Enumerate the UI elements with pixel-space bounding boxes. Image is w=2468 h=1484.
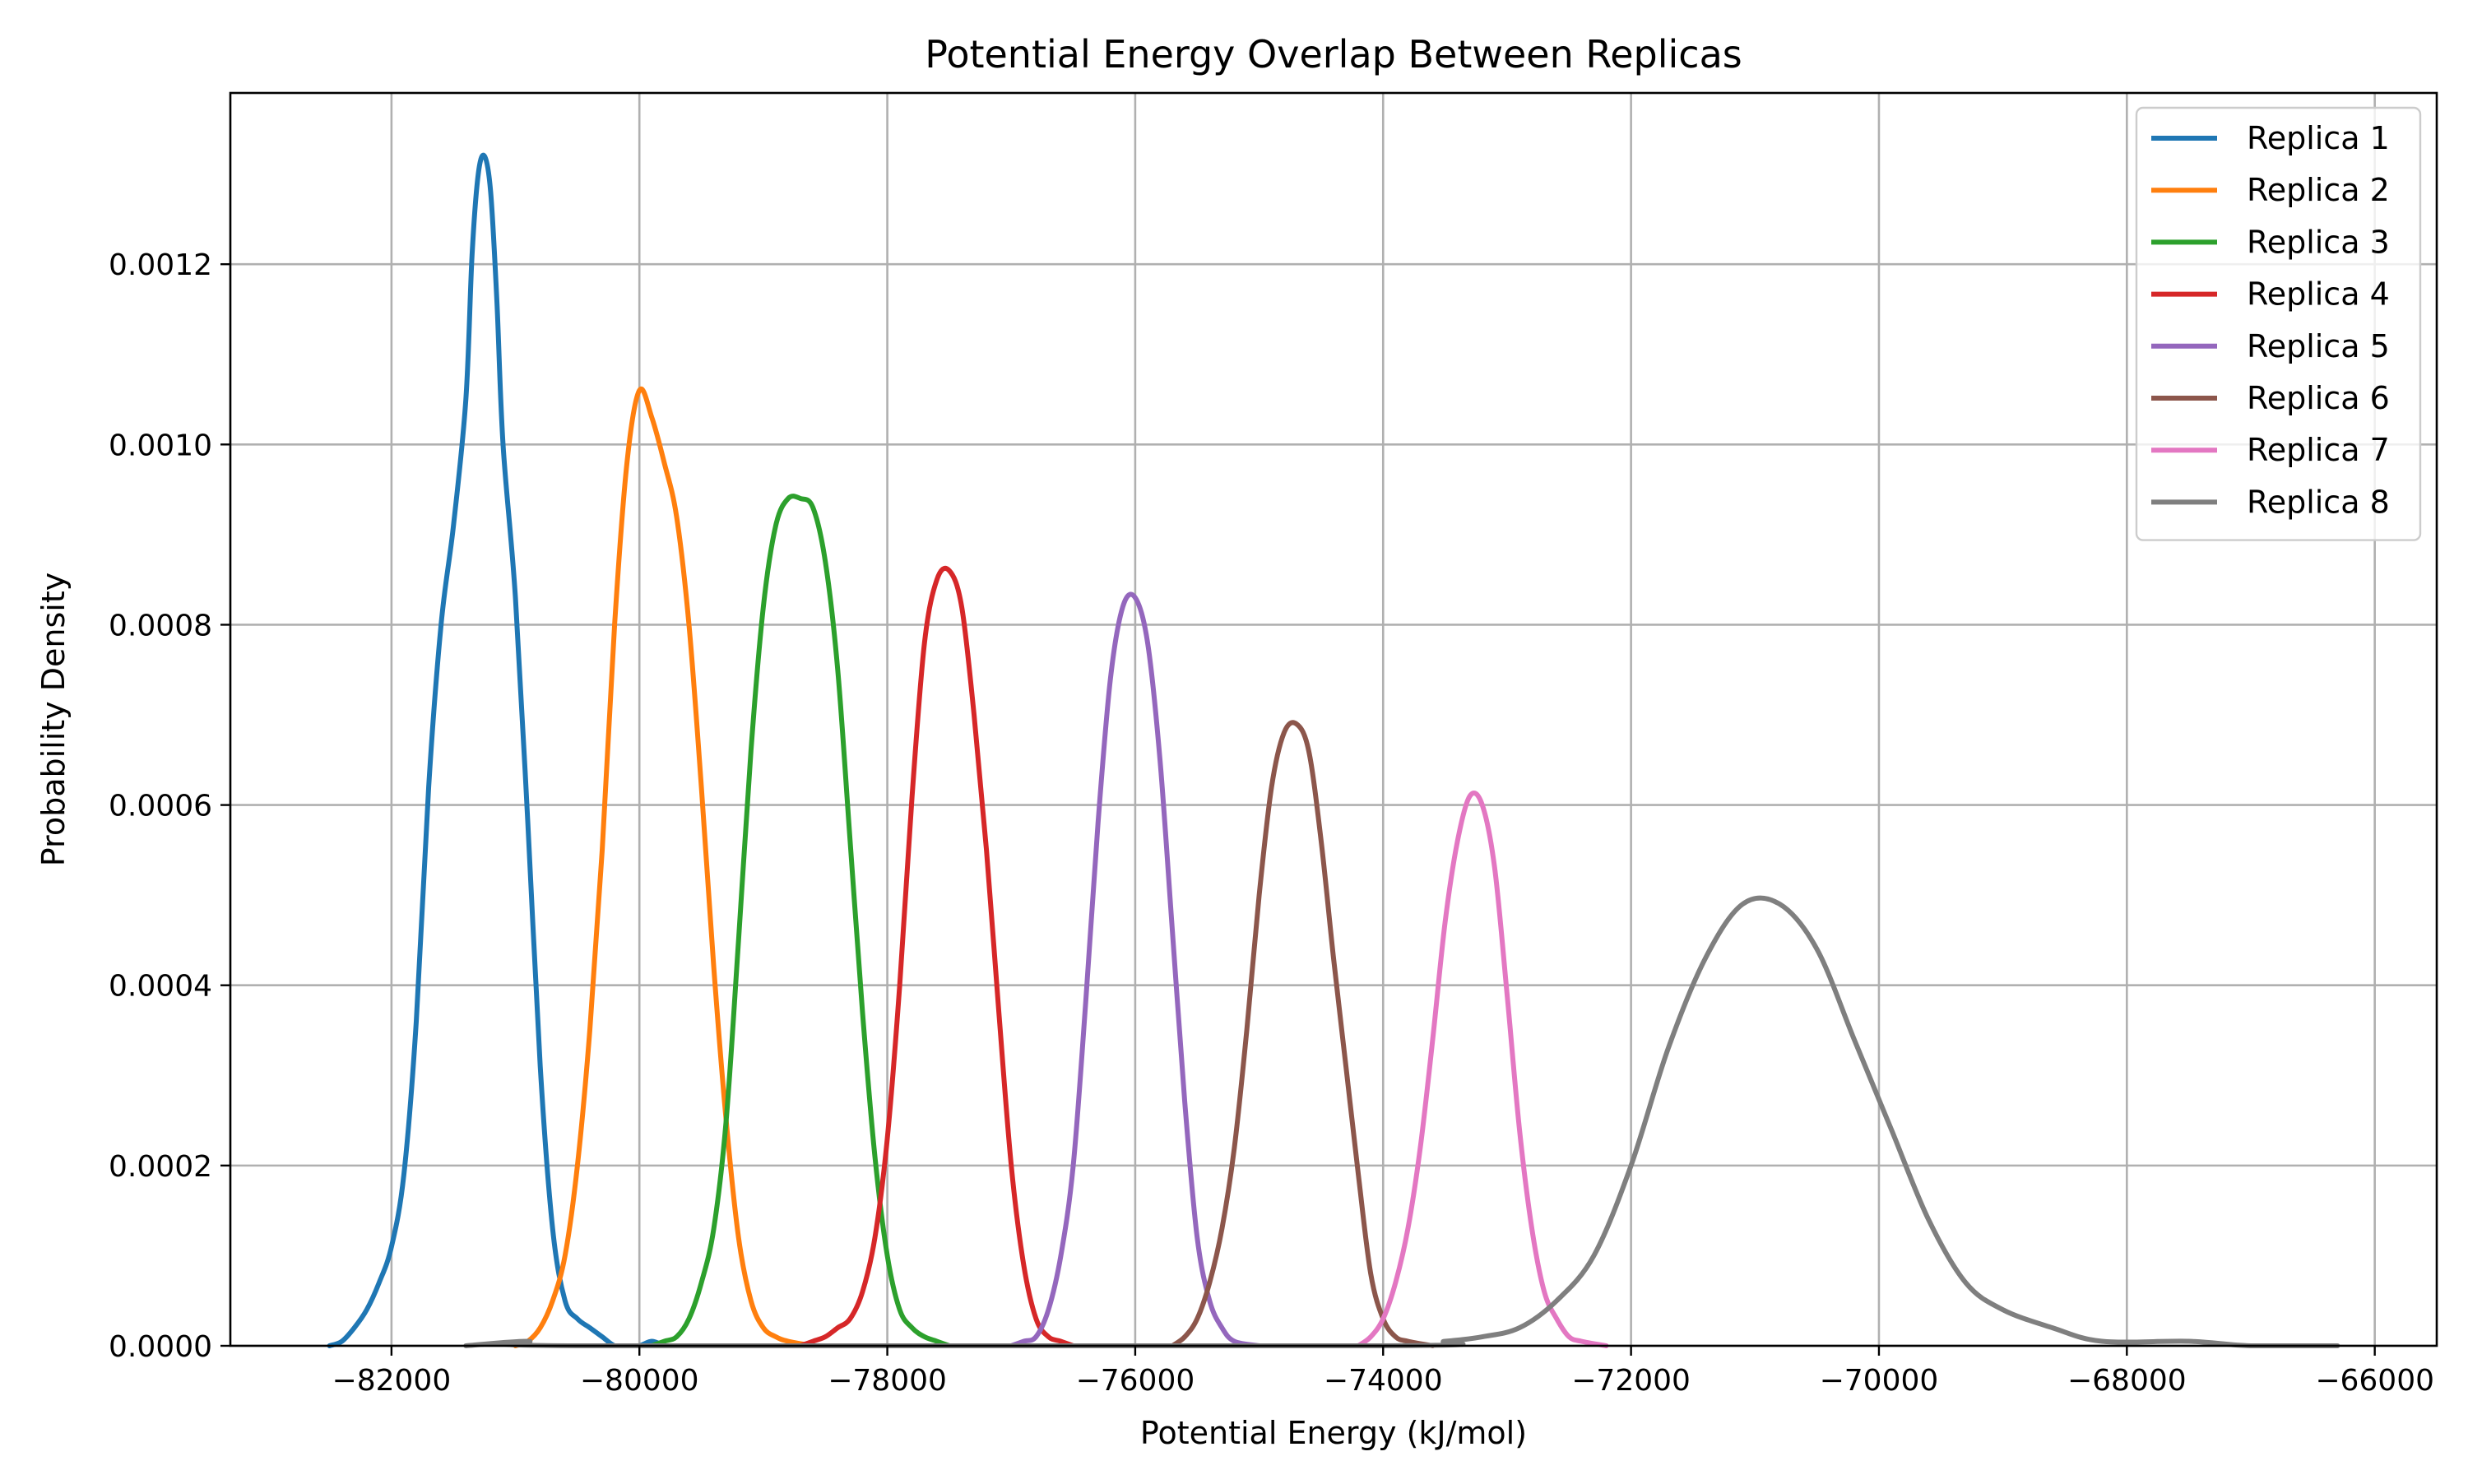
- x-tick-label: −74000: [1324, 1364, 1443, 1398]
- ticks-layer: −82000 −80000 −78000 −76000 −74000 −72000 −700…: [109, 248, 2434, 1398]
- legend-label: Replica 7: [2247, 432, 2390, 468]
- y-tick-label: 0.0002: [109, 1150, 212, 1184]
- series-line-replica-7: [1356, 791, 1609, 1348]
- x-tick-label: −82000: [332, 1364, 452, 1398]
- legend-label: Replica 6: [2247, 380, 2390, 416]
- chart-title: Potential Energy Overlap Between Replica…: [925, 32, 1742, 77]
- legend-label: Replica 5: [2247, 328, 2390, 364]
- legend-label: Replica 1: [2247, 120, 2390, 156]
- x-tick-label: −66000: [2315, 1364, 2434, 1398]
- x-tick-label: −76000: [1076, 1364, 1195, 1398]
- y-tick-label: 0.0012: [109, 248, 212, 282]
- x-tick-label: −80000: [580, 1364, 699, 1398]
- legend-box: [2135, 106, 2422, 541]
- series-line-replica-5: [1009, 591, 1262, 1348]
- x-axis-title: Potential Energy (kJ/mol): [1140, 1415, 1527, 1451]
- plot-frame: [229, 91, 2438, 1347]
- legend-label: Replica 8: [2247, 484, 2390, 520]
- y-tick-label: 0.0006: [109, 790, 212, 823]
- legend-label: Replica 3: [2247, 224, 2390, 260]
- legend-label: Replica 2: [2247, 172, 2390, 208]
- y-tick-label: 0.0000: [109, 1330, 212, 1364]
- legend-label: Replica 4: [2247, 276, 2390, 313]
- y-tick-label: 0.0010: [109, 429, 212, 462]
- series-line-replica-1: [327, 152, 667, 1348]
- y-axis-title: Probability Density: [35, 573, 72, 866]
- series-line-replica-3: [649, 494, 952, 1348]
- series-line-replica-2: [513, 386, 816, 1348]
- x-tick-label: −72000: [1571, 1364, 1691, 1398]
- y-tick-label: 0.0008: [109, 609, 212, 642]
- x-tick-label: −68000: [2067, 1364, 2187, 1398]
- y-tick-label: 0.0004: [109, 970, 212, 1004]
- legend: Replica 1 Replica 2 Replica 3 Replica 4 Repl…: [2135, 106, 2422, 541]
- x-tick-label: −70000: [1820, 1364, 1939, 1398]
- series-line-replica-4: [798, 565, 1076, 1348]
- x-tick-label: −78000: [828, 1364, 947, 1398]
- series-line-replica-6: [1170, 720, 1436, 1348]
